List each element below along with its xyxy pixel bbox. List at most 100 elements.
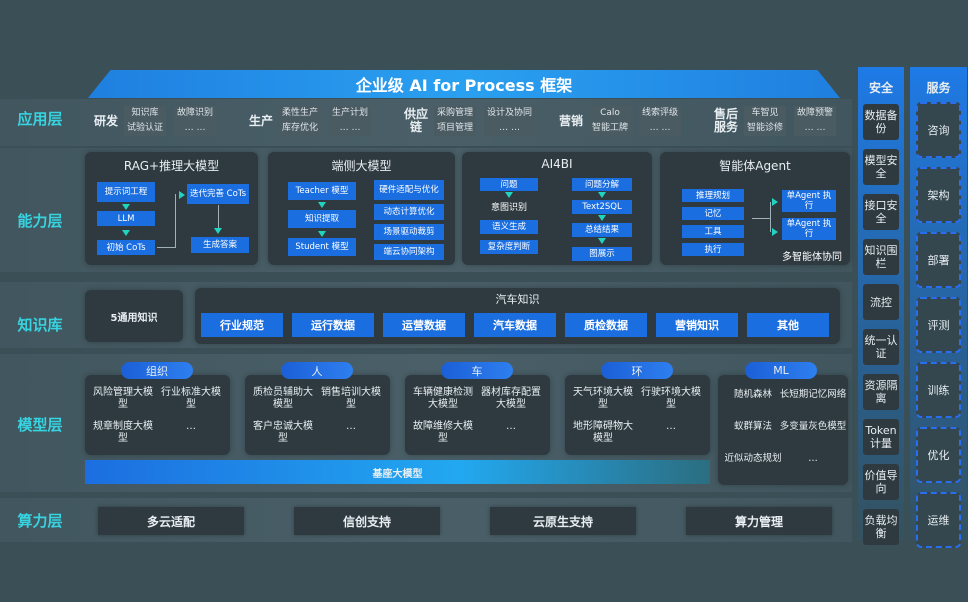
layer-label-knowledge: 知识库 (17, 316, 63, 334)
arrow-down-icon (318, 202, 326, 208)
app-column: Calo 智能工牌 (589, 106, 632, 136)
model-tag: 人 (281, 362, 353, 379)
app-item: Calo (600, 108, 620, 118)
agent-component: 工具 (682, 225, 744, 238)
app-group: 营销 Calo 智能工牌 线索评级 … … (557, 106, 682, 136)
app-item: 车智见 (751, 108, 779, 118)
app-group: 售后服务 车智见 智能诊修 故障预警… … (712, 106, 837, 136)
framework-title: 企业级 AI for Process 框架 (88, 70, 840, 98)
app-item: … … (339, 123, 361, 133)
edge-model-card: 端侧大模型 Teacher 模型 知识提取 Student 模型 硬件适配与优化… (268, 152, 455, 265)
app-group-name: 供应链 (403, 107, 428, 134)
app-item: 库存优化 (282, 123, 319, 133)
connector-line (157, 247, 175, 248)
services-column: 服务 咨询 架构 部署 评测 训练 优化 运维 (910, 67, 967, 548)
layer-label-compute: 算力层 (17, 512, 63, 530)
security-item: 资源隔离 (863, 374, 899, 410)
model-item: … (346, 421, 356, 432)
app-item: 智能工牌 (592, 123, 629, 133)
ai4bi-title: AI4BI (541, 157, 573, 171)
service-item: 架构 (916, 167, 961, 223)
app-column: 生产计划 … … (329, 106, 372, 136)
model-item: 规章制度大模型 (93, 421, 153, 444)
arrow-down-icon (214, 228, 222, 234)
app-group: 研发 知识库 试验认证 故障识别… … (92, 106, 217, 136)
app-item: … … (499, 123, 520, 133)
service-item: 运维 (916, 492, 961, 548)
rag-step: 迭代完善 CoTs (187, 184, 249, 204)
app-column: 设计及协同 … … (484, 106, 536, 136)
model-card: 天气环境大模型 行驶环境大模型 地形障碍物大模型… (565, 375, 710, 455)
rag-step: 提示词工程 (97, 182, 155, 202)
arrow-down-icon (505, 192, 513, 198)
model-item: 行业标准大模型 (161, 387, 221, 410)
app-item: 生产计划 (332, 108, 369, 118)
model-item: 长短期记忆网络 (779, 389, 847, 400)
edge-feature: 场景驱动裁剪 (374, 224, 444, 240)
model-item: 行驶环境大模型 (641, 387, 701, 410)
app-group: 供应链 采购管理项目管理 设计及协同 … … (402, 106, 536, 136)
agent-card: 智能体Agent 推理规划 记忆 工具 执行 单Agent 执行 单Agent … (660, 152, 850, 265)
edge-step: Student 模型 (288, 238, 356, 256)
security-item: 模型安全 (863, 149, 899, 185)
app-item: 智能诊修 (747, 123, 784, 133)
arrow-down-icon (598, 238, 606, 244)
model-item: 故障维修大模型 (413, 421, 473, 444)
security-item: 价值导向 (863, 464, 899, 500)
agent-exec: 单Agent 执行 (782, 190, 836, 212)
app-item: 采购管理 (437, 108, 474, 118)
multi-agent-label: 多智能体协同 (782, 252, 842, 263)
knowledge-item: 行业规范 (201, 313, 283, 337)
rag-card: RAG+推理大模型 提示词工程 LLM 初始 CoTs 迭代完善 CoTs 生成… (85, 152, 258, 265)
app-item: 知识库 (131, 108, 159, 118)
model-item: 多变量灰色模型 (779, 421, 847, 432)
model-card: 质检员辅助大模型 销售培训大模型 客户忠诚大模型… (245, 375, 390, 455)
ai4bi-step: 总结结果 (572, 223, 632, 237)
app-column: 知识库 试验认证 (124, 106, 167, 136)
rag-step: 生成答案 (191, 237, 249, 253)
base-model-bar: 基座大模型 (85, 460, 710, 484)
compute-item: 信创支持 (294, 507, 440, 535)
app-item: 柔性生产 (282, 108, 319, 118)
app-column: 故障预警 … … (794, 106, 837, 136)
security-item: 接口安全 (863, 194, 899, 230)
agent-title: 智能体Agent (719, 159, 791, 173)
security-item: 知识围栏 (863, 239, 899, 275)
edge-feature: 端云协同架构 (374, 244, 444, 260)
app-item: 设计及协同 (487, 108, 533, 118)
model-item: 质检员辅助大模型 (253, 387, 313, 410)
model-item: 车辆健康检测大模型 (413, 387, 473, 410)
app-item: 线索评级 (642, 108, 679, 118)
agent-exec: 单Agent 执行 (782, 218, 836, 240)
model-item: 地形障碍物大模型 (573, 421, 633, 444)
app-item: … … (649, 123, 671, 133)
edge-step: 知识提取 (288, 210, 356, 228)
security-item: Token计量 (863, 419, 899, 455)
ai4bi-step: Text2SQL (572, 200, 632, 214)
edge-feature: 硬件适配与优化 (374, 180, 444, 200)
model-item: 蚁群算法 (733, 421, 772, 432)
knowledge-item: 运营数据 (383, 313, 465, 337)
ai4bi-step: 复杂度判断 (480, 240, 538, 254)
arrow-down-icon (122, 204, 130, 210)
compute-item: 算力管理 (686, 507, 832, 535)
ai4bi-step: 意图识别 (490, 203, 527, 213)
service-item: 训练 (916, 362, 961, 418)
arrow-down-icon (598, 215, 606, 221)
model-item: 销售培训大模型 (321, 387, 381, 410)
app-item: 项目管理 (437, 123, 474, 133)
rag-step: LLM (97, 211, 155, 226)
arrow-right-icon (179, 191, 185, 199)
ai4bi-card: AI4BI 问题 意图识别 语义生成 复杂度判断 问题分解 Text2SQL 总… (462, 152, 652, 265)
model-card: 随机森林 长短期记忆网络 蚁群算法 多变量灰色模型 近似动态规划… (718, 375, 848, 485)
model-tag: 车 (441, 362, 513, 379)
agent-component: 执行 (682, 243, 744, 256)
security-item: 统一认证 (863, 329, 899, 365)
connector-line (770, 202, 771, 232)
model-item: 天气环境大模型 (573, 387, 633, 410)
app-column: 柔性生产 库存优化 (279, 106, 322, 136)
arrow-down-icon (122, 230, 130, 236)
compute-item: 云原生支持 (490, 507, 636, 535)
model-item: 器材库存配置大模型 (481, 387, 541, 410)
model-tag: 组织 (121, 362, 193, 379)
